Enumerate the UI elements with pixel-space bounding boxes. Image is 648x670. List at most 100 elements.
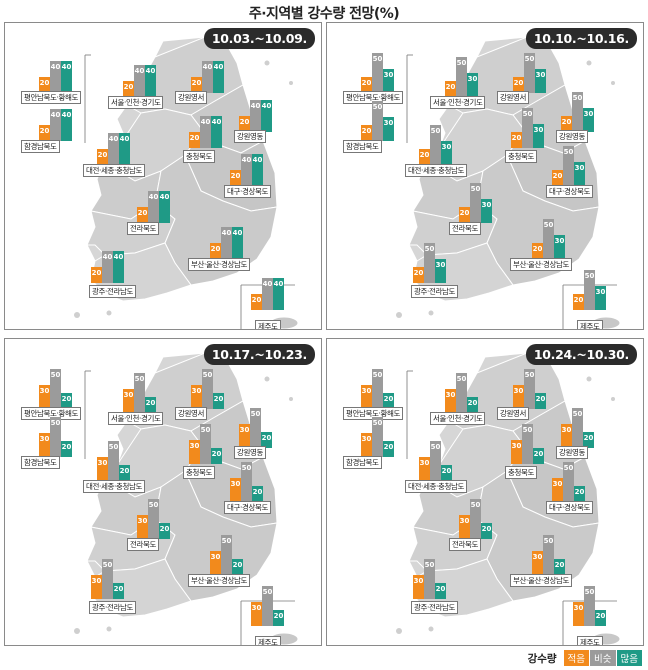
bar-high: 40 (113, 251, 124, 283)
region-label: 부산·울산·경상남도 (510, 258, 572, 271)
region-label: 광주·전라남도 (89, 285, 136, 298)
bar-value-label: 20 (39, 127, 50, 135)
region-label: 함경남북도 (21, 456, 60, 469)
bar-similar: 50 (148, 499, 159, 539)
bar-value-label: 30 (532, 553, 543, 561)
bar-value-label: 30 (552, 480, 563, 488)
bar-value-label: 20 (467, 399, 478, 407)
bar-high: 20 (535, 393, 546, 409)
bar-value-label: 20 (261, 434, 272, 442)
region-bars: 30 50 20 (191, 369, 224, 409)
bar-high: 20 (261, 432, 272, 448)
bar-value-label: 50 (584, 272, 595, 280)
bar-similar: 50 (563, 462, 574, 502)
bar-value-label: 20 (535, 395, 546, 403)
bar-high: 30 (441, 141, 452, 165)
bar-low: 20 (251, 294, 262, 310)
bar-value-label: 40 (250, 102, 261, 110)
bar-similar: 50 (250, 408, 261, 448)
bar-value-label: 50 (522, 426, 533, 434)
bar-value-label: 20 (552, 172, 563, 180)
region-bars: 20 50 30 (511, 108, 544, 148)
region-label: 충청북도 (505, 466, 537, 479)
legend: 강수량 적음 비슷 많음 (528, 650, 642, 666)
region-label: 서울·인천·경기도 (108, 96, 164, 109)
bar-high: 30 (383, 117, 394, 141)
region-bars: 30 50 20 (97, 441, 130, 481)
bar-high: 20 (61, 441, 72, 457)
region-bars: 20 50 30 (552, 146, 585, 186)
bar-similar: 40 (102, 251, 113, 283)
bar-value-label: 20 (435, 585, 446, 593)
legend-item-similar: 비슷 (590, 650, 616, 666)
region-bars: 20 50 30 (361, 101, 394, 141)
region-label: 대전·세종·충청남도 (405, 164, 467, 177)
forecast-panel-3: 10.17.~10.23. 30 50 20 평안남북도·황해도 30 50 20 함경남북도 3… (4, 338, 322, 646)
bar-similar: 40 (108, 133, 119, 165)
bar-low: 30 (445, 389, 456, 413)
region-bars: 20 50 30 (573, 270, 606, 310)
bar-similar: 50 (372, 369, 383, 409)
region-label: 제주도 (577, 320, 603, 329)
bar-value-label: 20 (573, 296, 584, 304)
bar-value-label: 40 (61, 63, 72, 71)
bar-value-label: 20 (137, 209, 148, 217)
bar-low: 20 (513, 77, 524, 93)
bar-value-label: 20 (513, 79, 524, 87)
bar-value-label: 50 (148, 501, 159, 509)
bar-similar: 50 (456, 373, 467, 413)
region-label: 부산·울산·경상남도 (188, 574, 250, 587)
bar-value-label: 30 (137, 517, 148, 525)
bar-high: 20 (119, 465, 130, 481)
bar-high: 30 (467, 73, 478, 97)
bar-similar: 50 (200, 424, 211, 464)
bar-value-label: 30 (251, 604, 262, 612)
bar-value-label: 50 (524, 371, 535, 379)
region-bars: 30 50 20 (39, 417, 72, 457)
bar-similar: 50 (572, 408, 583, 448)
region-bars: 30 50 20 (413, 559, 446, 599)
bar-high: 20 (213, 393, 224, 409)
bar-high: 30 (595, 286, 606, 310)
bar-similar: 50 (470, 183, 481, 223)
bar-similar: 40 (148, 191, 159, 223)
bar-value-label: 50 (221, 537, 232, 545)
bar-value-label: 20 (97, 151, 108, 159)
bar-value-label: 20 (210, 245, 221, 253)
bar-value-label: 30 (513, 387, 524, 395)
bar-value-label: 50 (572, 94, 583, 102)
bar-similar: 50 (584, 270, 595, 310)
region-bars: 30 50 20 (189, 424, 222, 464)
region-label: 광주·전라남도 (411, 601, 458, 614)
bar-value-label: 20 (441, 467, 452, 475)
bar-low: 30 (97, 457, 108, 481)
region-label: 부산·울산·경상남도 (510, 574, 572, 587)
period-badge: 10.17.~10.23. (203, 344, 315, 365)
region-label: 함경남북도 (21, 140, 60, 153)
region-label: 강원영동 (556, 446, 588, 459)
bar-value-label: 20 (61, 395, 72, 403)
bar-value-label: 50 (50, 419, 61, 427)
bar-low: 20 (445, 81, 456, 97)
bar-value-label: 50 (134, 375, 145, 383)
bar-similar: 50 (372, 101, 383, 141)
bar-value-label: 20 (583, 434, 594, 442)
region-label: 광주·전라남도 (411, 285, 458, 298)
bar-high: 30 (383, 69, 394, 93)
region-label: 강원영서 (175, 407, 207, 420)
bar-value-label: 50 (430, 127, 441, 135)
bar-similar: 50 (522, 108, 533, 148)
region-bars: 30 50 20 (513, 369, 546, 409)
bar-high: 40 (211, 116, 222, 148)
region-label: 전라북도 (127, 222, 159, 235)
bar-high: 30 (535, 69, 546, 93)
forecast-panel-4: 10.24.~10.30. 30 50 20 평안남북도·황해도 30 50 20 함경남북도 3… (326, 338, 644, 646)
bar-high: 20 (383, 393, 394, 409)
bar-value-label: 50 (102, 561, 113, 569)
bar-value-label: 20 (511, 134, 522, 142)
bar-similar: 50 (470, 499, 481, 539)
bar-value-label: 20 (383, 395, 394, 403)
bar-similar: 50 (134, 373, 145, 413)
bar-value-label: 20 (189, 134, 200, 142)
bar-low: 30 (459, 515, 470, 539)
